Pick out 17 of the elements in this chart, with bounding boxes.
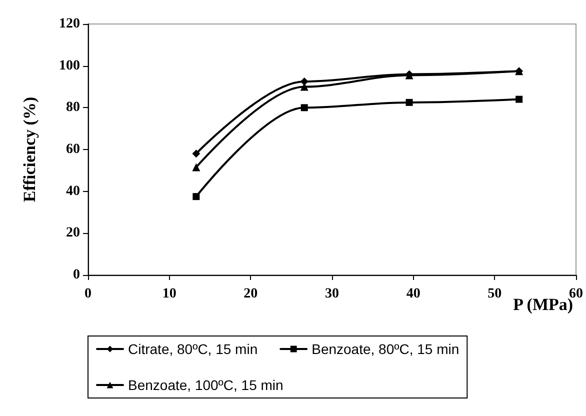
y-axis-title: Efficiency (%) — [20, 96, 39, 202]
legend-label: Citrate, 80ºC, 15 min — [128, 341, 258, 357]
x-tick-label: 10 — [162, 286, 176, 302]
y-tick-label: 60 — [66, 142, 80, 157]
y-tick-label: 80 — [66, 100, 80, 116]
y-tick-label: 0 — [73, 268, 80, 282]
legend-label: Benzoate, 80ºC, 15 min — [312, 341, 460, 357]
y-tick-label: 120 — [59, 16, 80, 32]
y-tick-label: 100 — [59, 58, 80, 74]
x-tick-label: 40 — [406, 286, 420, 302]
y-tick-label: 40 — [66, 184, 80, 199]
legend-label: Benzoate, 100ºC, 15 min — [128, 377, 284, 393]
x-tick-label: 50 — [488, 286, 502, 302]
x-tick-label: 0 — [84, 286, 92, 302]
y-tick-label: 20 — [66, 226, 80, 241]
x-tick-label: 20 — [244, 286, 258, 302]
x-tick-label: 30 — [325, 286, 339, 302]
